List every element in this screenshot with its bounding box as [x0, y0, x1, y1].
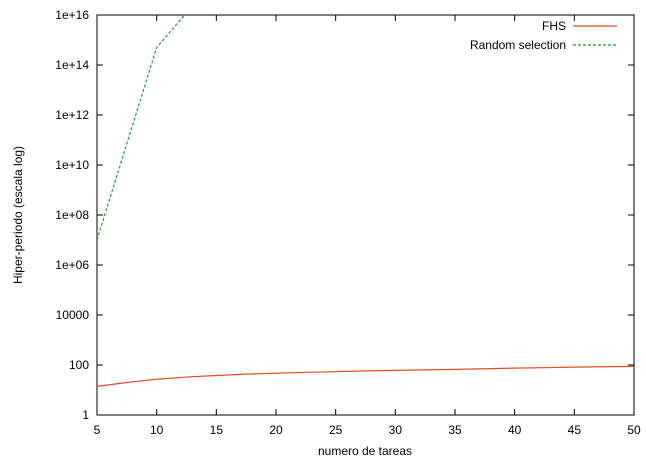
x-tick-label: 45 — [568, 423, 582, 437]
x-tick-label: 20 — [269, 423, 283, 437]
legend-label: FHS — [542, 19, 566, 33]
x-tick-label: 50 — [627, 423, 641, 437]
plot-frame — [96, 14, 635, 416]
x-tick-label: 10 — [150, 423, 164, 437]
y-tick-label: 1 — [82, 408, 89, 422]
series-line-1 — [97, 365, 634, 387]
x-tick-label: 5 — [94, 423, 101, 437]
x-tick-label: 40 — [508, 423, 522, 437]
legend-label: Random selection — [470, 38, 566, 52]
y-axis-title: Hiper-periodo (escala log) — [11, 146, 25, 284]
y-tick-label: 1e+16 — [55, 8, 89, 22]
legend: FHS Random selection — [470, 19, 617, 52]
x-axis-title: numero de tareas — [318, 444, 412, 457]
x-tick-label: 15 — [210, 423, 224, 437]
series-line-2 — [97, 15, 186, 241]
axis-ticks — [96, 14, 635, 416]
series-layer — [97, 15, 634, 387]
x-tick-label: 25 — [329, 423, 343, 437]
y-tick-label: 10000 — [56, 308, 90, 322]
y-tick-label: 1e+12 — [55, 108, 89, 122]
y-tick-label: 1e+10 — [55, 158, 89, 172]
y-tick-label: 1e+14 — [55, 58, 89, 72]
y-tick-label: 100 — [69, 358, 89, 372]
x-tick-label: 35 — [448, 423, 462, 437]
axis-tick-labels: 5 10 15 20 25 30 35 40 45 50 1 100 10000 1e+06 1e+08 1e… — [55, 8, 641, 437]
x-tick-label: 30 — [389, 423, 403, 437]
y-tick-label: 1e+06 — [55, 258, 89, 272]
y-tick-label: 1e+08 — [55, 208, 89, 222]
